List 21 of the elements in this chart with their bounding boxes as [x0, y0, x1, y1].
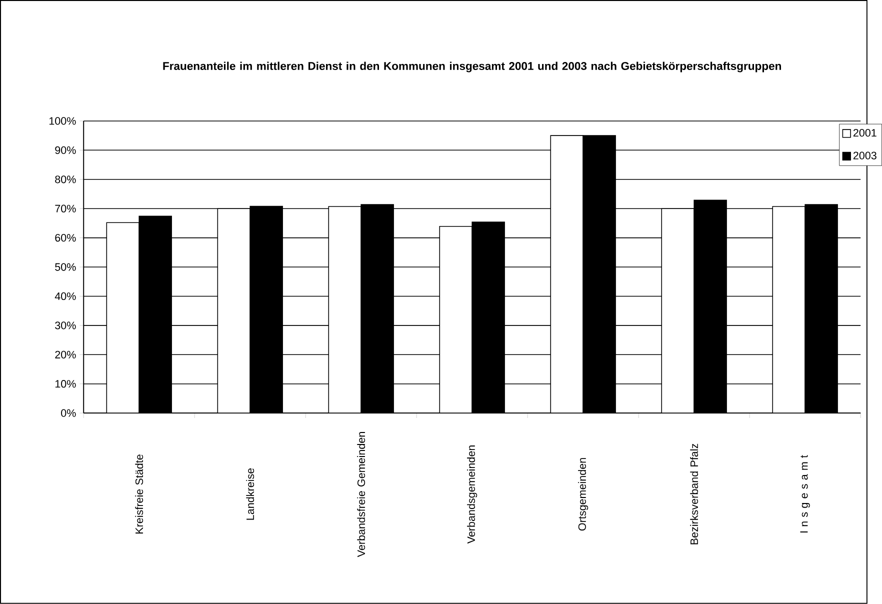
y-tick-label: 0%: [61, 409, 76, 417]
y-tick-label: 100%: [49, 117, 76, 125]
y-tick-label: 50%: [55, 263, 76, 271]
y-tick-label: 60%: [55, 234, 76, 242]
x-tick-label: Landkreise: [246, 468, 254, 520]
chart-title: Frauenanteile im mittleren Dienst in den Kommunen insgesamt 2001 und 2003 nach Gebietskörperschaftsgruppen: [163, 62, 781, 72]
y-tick-label: 80%: [55, 176, 76, 184]
x-tick-label: Bezirksverband Pfalz: [690, 444, 698, 544]
x-tick-label: Verbandsfreie Gemeinden: [357, 432, 366, 558]
y-tick-label: 20%: [55, 350, 76, 359]
y-tick-label: 30%: [55, 322, 76, 330]
legend-label: 2001: [853, 129, 876, 137]
y-tick-label: 40%: [54, 292, 76, 300]
y-tick-label: 90%: [55, 146, 76, 154]
x-tick-label: Verbandsgemeinden: [467, 446, 478, 544]
x-tick-label: Ortsgemeinden: [578, 458, 588, 531]
legend-label: 2003: [853, 152, 876, 160]
x-tick-label: I n s g e s a m t: [800, 455, 810, 533]
y-tick-label: 10%: [55, 380, 76, 388]
y-tick-label: 70%: [55, 204, 76, 212]
x-tick-label: Kreisfreie Städte: [135, 454, 144, 534]
